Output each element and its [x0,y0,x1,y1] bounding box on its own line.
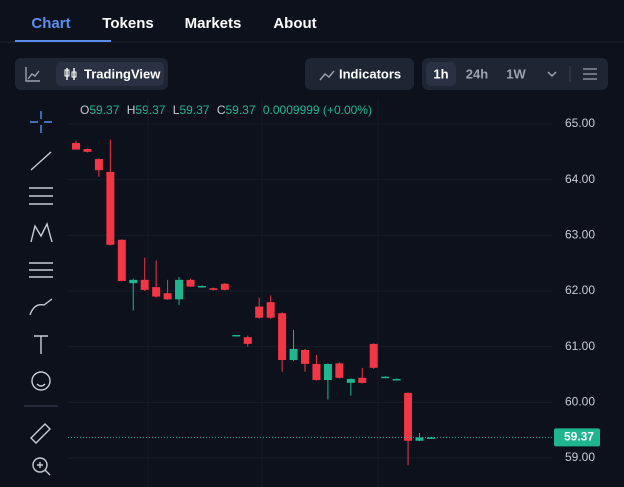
candle-icon [64,69,70,77]
y-tick-label: 60.00 [565,395,595,409]
candle-body [129,279,138,284]
candle-body [163,293,172,300]
tab[interactable]: Markets [185,15,242,32]
crosshair-tool[interactable] [30,111,52,133]
candle-body [255,306,264,318]
legend-key: L [173,103,180,117]
tab[interactable]: Chart [31,15,70,32]
candle-body [209,288,218,290]
legend-value: 59.37 [135,103,165,117]
indicators-button[interactable] [305,58,414,90]
y-tick-label: 62.00 [565,283,595,297]
y-tick-label: 65.00 [565,116,595,130]
zoom-icon [37,462,51,476]
zoom-tool[interactable] [32,457,48,473]
candle-body [289,348,298,361]
candle-body [152,287,161,297]
candle-body [358,377,367,383]
candle-body [381,376,390,379]
candle-body [415,437,424,441]
candle-body [346,378,355,383]
button-label: TradingView [84,66,161,81]
legend-value: 59.37 [226,103,256,117]
active-interval [426,62,456,86]
legend-change: 0.0009999 (+0.00%) [263,103,372,117]
drawing-tools [24,111,58,476]
tab[interactable]: About [273,15,316,32]
candle-body [175,279,184,300]
brush-tool[interactable] [29,298,53,316]
candle-body [243,337,252,344]
indicators-icon [319,70,335,81]
legend-value: 59.37 [89,103,119,117]
interval-switch [422,58,608,90]
y-tick-label: 61.00 [565,339,595,353]
tab[interactable]: Tokens [102,15,153,32]
candle-body [106,171,115,245]
trendline-tool[interactable] [30,151,52,171]
emoji-tool[interactable] [31,371,51,391]
candle-body [197,285,206,288]
candle-body [278,313,287,361]
candle-body [369,343,378,368]
candle-body [220,283,229,290]
tab-underline [15,40,111,42]
settings-icon[interactable] [583,68,597,80]
price-tag [554,428,600,447]
interval[interactable]: 1h [433,66,448,81]
fib-tool[interactable] [29,187,53,205]
candle-body [392,378,401,381]
dropdown-icon[interactable] [547,71,557,78]
price-tag-label: 59.37 [564,430,594,444]
legend-key: H [127,103,136,117]
ruler-tool[interactable] [30,423,51,444]
candle-body [404,392,413,441]
tradingview-button[interactable] [56,62,164,86]
interval[interactable]: 24h [466,66,488,81]
legend-value: 59.37 [179,103,209,117]
plot: 65.00 64.00 63.00 62.00 61.00 60.00 59.00 59.37 [68,98,600,487]
candle-icon [71,71,77,78]
projection-tool[interactable] [29,262,53,278]
candle-body [266,302,275,318]
candle-body [323,363,332,381]
y-tick-label: 63.00 [565,228,595,242]
candle-body [117,239,126,281]
pattern-tool[interactable] [30,222,53,243]
line-icon[interactable] [25,67,40,82]
candle-body [232,334,241,337]
candle-body [72,142,80,150]
ohlc-legend: O59.37 H59.37 L59.37 C59.37 0.0009999 (+… [80,103,372,117]
candle-body [335,363,344,378]
y-tick-label: 59.00 [565,450,595,464]
candle-body [94,159,103,171]
y-tick-label: 64.00 [565,172,595,186]
candle-body [301,350,309,364]
legend-key: O [80,103,89,117]
candle-body [186,279,195,287]
candle-body [312,363,321,381]
button-label: Indicators [339,66,401,81]
candle-body [426,437,435,439]
candle-body [140,279,149,290]
candle-body [83,149,92,152]
legend-key: C [217,103,226,117]
emoji-smile [36,383,46,387]
interval[interactable]: 1W [506,66,526,81]
text-tool[interactable] [34,335,48,354]
